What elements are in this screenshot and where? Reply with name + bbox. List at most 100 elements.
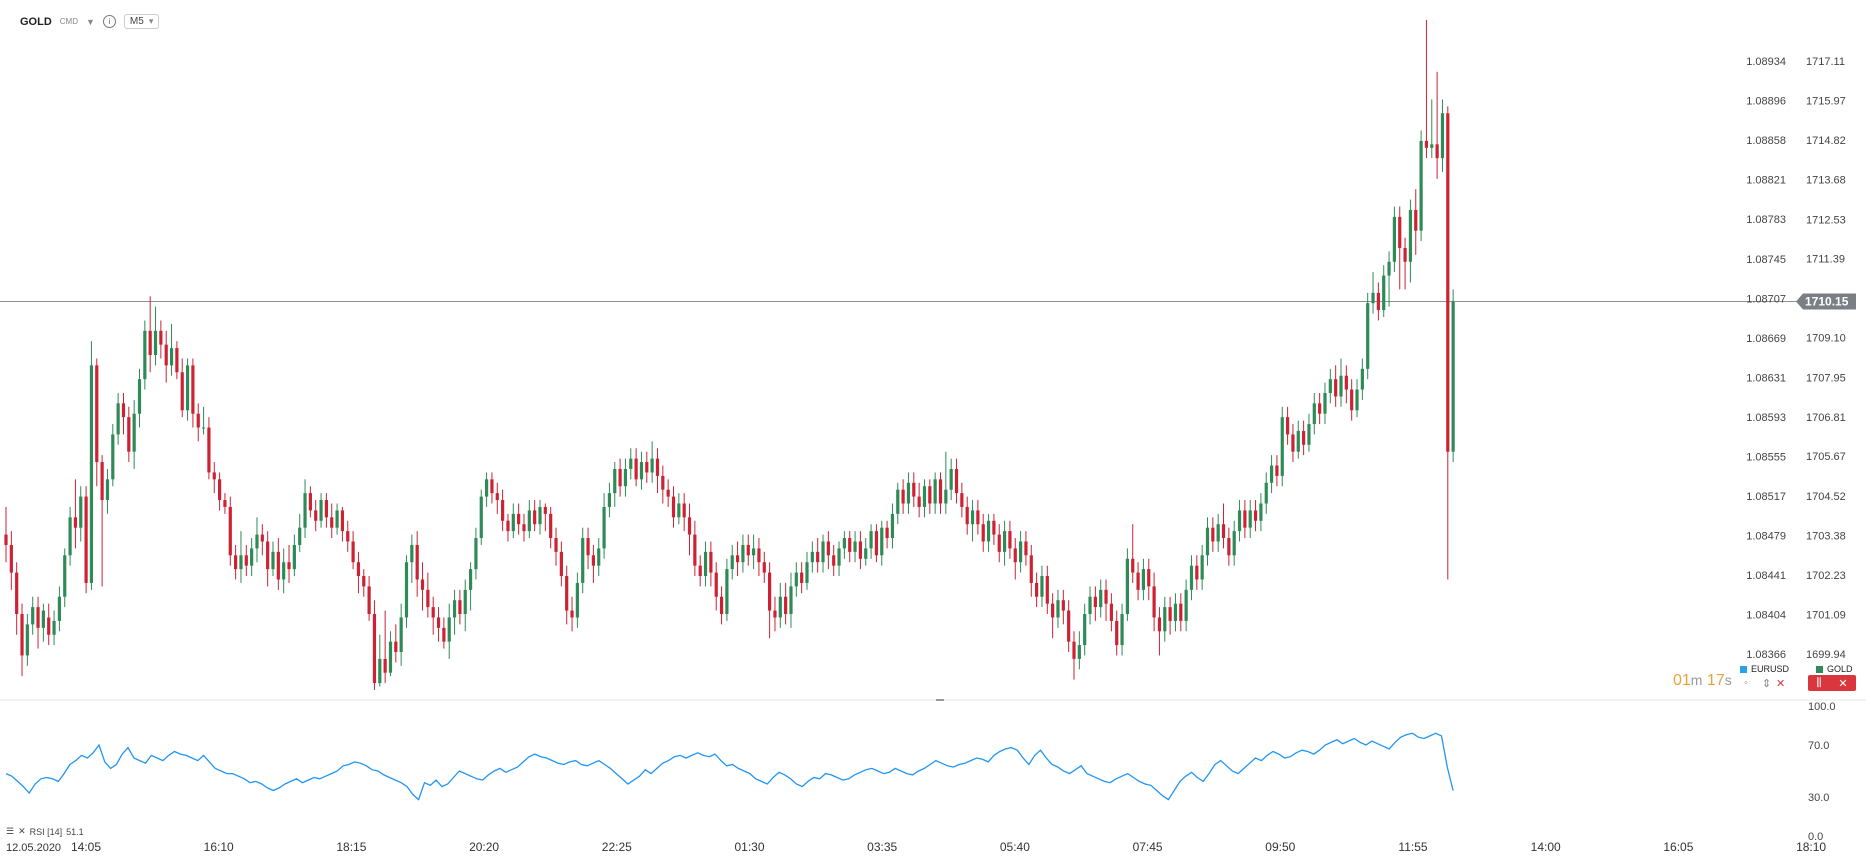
candle-body [960, 493, 964, 507]
gold-price-tick: 1705.67 [1806, 451, 1846, 463]
candle-body [1237, 510, 1242, 532]
candle-body [330, 517, 334, 528]
chevron-down-icon[interactable]: ▼ [86, 16, 95, 27]
candle-body [1339, 375, 1343, 397]
candle-body [308, 493, 312, 511]
candle-body [714, 572, 718, 597]
candle-body [1184, 589, 1188, 621]
eurusd-settings-icon[interactable]: ◦ [1744, 677, 1748, 689]
candle-body [549, 513, 553, 539]
candle-body [938, 479, 943, 504]
candle-body [890, 513, 895, 539]
candle-body [773, 610, 777, 618]
close-icon[interactable]: ✕ [1838, 677, 1848, 690]
candle-body [474, 538, 478, 570]
eurusd-price-tick: 1.08783 [1746, 214, 1786, 226]
candle-body [1398, 216, 1402, 248]
candle-body [832, 555, 836, 566]
remove-indicator-icon[interactable]: ✕ [18, 826, 26, 836]
candle-body [185, 365, 190, 411]
candle-body [52, 620, 56, 635]
candle-body [1408, 209, 1413, 262]
candle-body [917, 496, 921, 507]
eurusd-price-tick: 1.08934 [1746, 56, 1786, 68]
candle-body [671, 496, 676, 518]
candle-body [1264, 482, 1268, 504]
candle-body [415, 544, 419, 580]
candle-body [1093, 596, 1097, 608]
candle-body [452, 600, 457, 618]
candle-body [335, 510, 339, 528]
timeframe-select[interactable]: M5 ▾ [123, 14, 160, 29]
eurusd-price-tick: 1.08896 [1746, 96, 1786, 108]
candle-body [1013, 548, 1017, 563]
instrument-type: CMD [59, 17, 78, 26]
candle-body [602, 506, 606, 549]
candle-body [137, 379, 142, 414]
close-icon[interactable]: ✕ [1776, 678, 1786, 690]
candle-body [164, 344, 168, 366]
legend-gold-label: GOLD [1827, 664, 1853, 674]
indicator-menu-icon[interactable]: ☰ [6, 826, 15, 836]
candle-body [276, 551, 280, 580]
legend-gold-swatch [1816, 665, 1823, 673]
candle-body [864, 548, 868, 559]
eurusd-price-tick: 1.08555 [1746, 451, 1786, 463]
candle-body [1435, 144, 1439, 159]
candle-body [661, 475, 665, 490]
candle-body [1136, 572, 1140, 590]
candle-body [906, 482, 911, 504]
candle-body [4, 534, 8, 545]
candle-body [730, 555, 734, 570]
instrument-symbol[interactable]: GOLD [20, 15, 52, 28]
candle-body [1312, 403, 1316, 425]
sort-arrows-icon[interactable]: ⇕ [1762, 678, 1772, 690]
candle-body [613, 468, 617, 494]
candle-body [511, 513, 515, 532]
time-tick: 18:10 [1796, 840, 1826, 854]
candle-body [340, 510, 345, 532]
gold-price-tick: 1703.38 [1806, 530, 1846, 542]
candle-body [757, 548, 761, 563]
legend-gold[interactable]: GOLD [1816, 664, 1853, 674]
rsi-label: ☰ ✕ RSI [14] 51.1 [6, 826, 84, 837]
candle-body [410, 544, 414, 563]
candle-body [79, 496, 83, 528]
candle-body [741, 544, 745, 563]
gold-price-tick: 1699.94 [1806, 649, 1846, 661]
chevron-down-icon: ▾ [148, 16, 154, 26]
candle-body [506, 520, 510, 532]
candles-icon[interactable]: ⫼ [1816, 676, 1822, 689]
candle-body [853, 541, 857, 552]
candle-body [1051, 603, 1055, 618]
candle-body [1275, 465, 1279, 476]
candle-body [687, 517, 692, 535]
candle-body [623, 468, 628, 487]
candle-body [719, 596, 724, 615]
candle-body [47, 617, 51, 635]
candle-body [1056, 600, 1060, 618]
rsi-value: 51.1 [66, 826, 84, 837]
candle-body [634, 458, 638, 480]
info-icon[interactable]: i [102, 15, 116, 28]
candle-body [639, 462, 644, 480]
candle-body [810, 551, 814, 563]
candle-body [554, 538, 558, 552]
candle-body [645, 462, 649, 473]
candle-body [399, 617, 403, 653]
candle-body [463, 589, 467, 615]
candle-body [383, 658, 387, 673]
candle-body [538, 506, 542, 525]
legend-eurusd[interactable]: EURUSD [1740, 664, 1789, 674]
candle-body [1280, 417, 1284, 476]
candle-body [458, 600, 462, 615]
candle-body [191, 365, 195, 414]
candle-body [821, 541, 825, 563]
time-tick: 07:45 [1133, 840, 1163, 854]
candle-body [1120, 614, 1124, 646]
candle-body [912, 482, 916, 497]
candle-body [1446, 113, 1450, 452]
gold-series-controls[interactable]: ⫼ ✕ [1808, 675, 1856, 691]
candle-body [1019, 541, 1023, 563]
